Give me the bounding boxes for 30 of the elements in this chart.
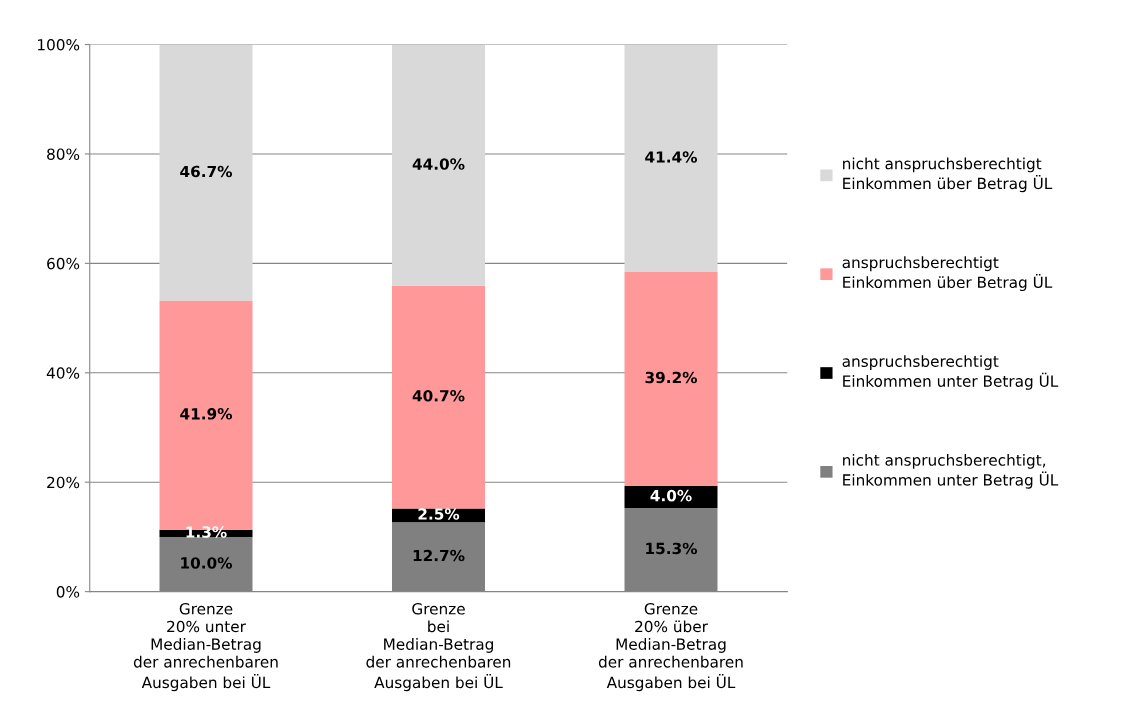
y-tick-label: 80%	[47, 148, 80, 160]
data-label: 46.7%	[180, 165, 233, 178]
data-label: 4.0%	[650, 489, 692, 502]
data-label: 15.3%	[646, 542, 698, 555]
x-tick-label: Grenze bei Median-Betrag der anrechenbaren Ausgaben bei ÜL	[366, 603, 511, 692]
bar	[624, 271, 718, 487]
y-tick-label: 100%	[38, 38, 80, 51]
bar	[392, 285, 485, 509]
legend-label: anspruchsberechtigt Einkommen über Betrag ÜL	[842, 256, 1053, 292]
data-label: 10.0%	[181, 557, 233, 569]
legend-label: anspruchsberechtigt Einkommen unter Betrag ÜL	[842, 355, 1059, 390]
y-tick-label: 60%	[47, 257, 80, 270]
data-label: 41.4%	[645, 151, 698, 163]
y-tick-label: 40%	[46, 367, 80, 379]
data-label: 44.0%	[412, 158, 465, 170]
bar	[624, 486, 718, 508]
data-label: 12.7%	[413, 549, 465, 562]
y-tick-label: 20%	[47, 476, 80, 489]
legend-label: nicht anspruchsberechtigt, Einkommen unter Betrag ÜL	[843, 454, 1059, 489]
bar	[392, 45, 485, 286]
x-tick-label: Grenze 20% unter Median-Betrag der anrechenbaren Ausgaben bei ÜL	[133, 603, 278, 692]
data-label: 2.5%	[418, 508, 460, 520]
y-tick-label: 0%	[56, 586, 80, 598]
data-label: 39.2%	[645, 371, 698, 384]
x-tick-label: Grenze 20% über Median-Betrag der anrechenbaren Ausgaben bei ÜL	[598, 603, 743, 692]
legend-label: nicht anspruchsberechtigt Einkommen über Betrag ÜL	[843, 157, 1053, 193]
data-label: 41.9%	[180, 408, 233, 420]
bar	[624, 45, 718, 272]
bar	[159, 45, 253, 301]
data-label: 40.7%	[412, 390, 465, 402]
